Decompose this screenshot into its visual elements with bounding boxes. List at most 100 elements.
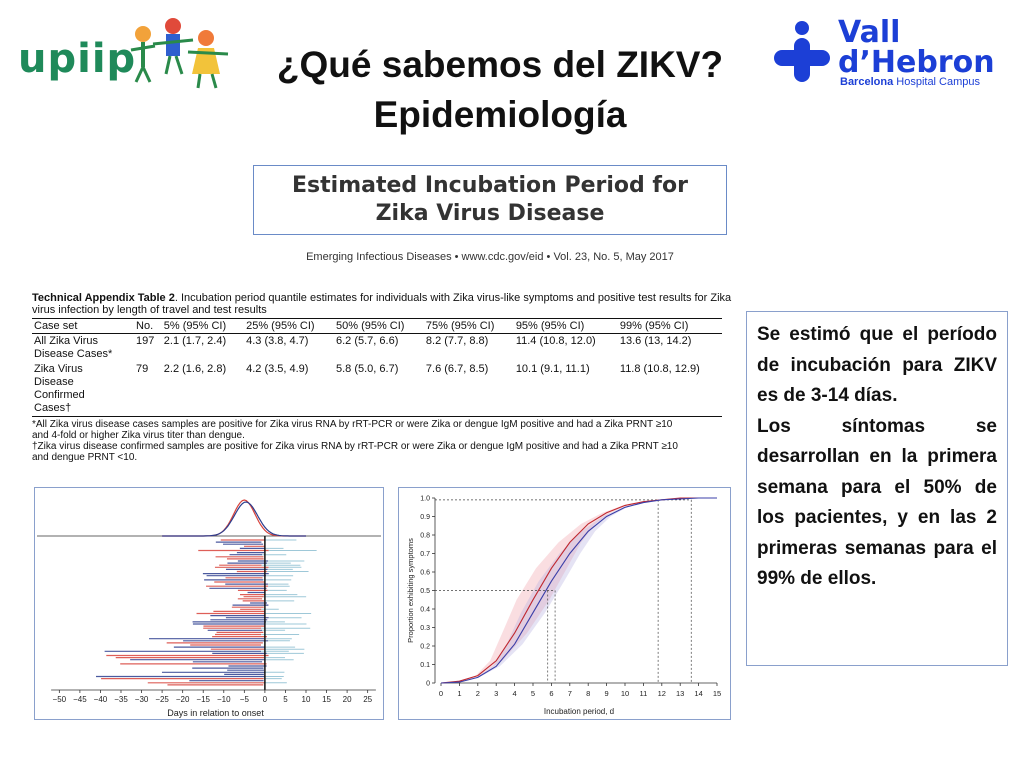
y-axis-label: Proportion exhibiting symptoms — [406, 538, 415, 643]
cdf-line-blue — [440, 497, 717, 684]
table-caption: Technical Appendix Table 2. Incubation p… — [32, 292, 732, 316]
x-tick-label: 20 — [343, 695, 352, 704]
table-caption-text: . Incubation period quantile estimates f… — [32, 292, 732, 316]
cell-line: Disease — [34, 376, 74, 388]
x-axis-label: Incubation period, d — [544, 707, 614, 716]
vall-dhebron-logo: Vall d’Hebron Barcelona Hospital Campus — [770, 18, 995, 90]
x-tick-label: 14 — [694, 689, 702, 698]
col-header: 50% (95% CI) — [334, 318, 424, 334]
vh-sub-rest: Hospital Campus — [893, 76, 981, 88]
x-tick-label: 8 — [586, 689, 590, 698]
table-cell: 11.4 (10.8, 12.0) — [515, 335, 596, 347]
density-curve-red — [162, 499, 306, 537]
col-header: 25% (95% CI) — [244, 318, 334, 334]
y-tick-label: 0.6 — [420, 570, 430, 577]
upiip-logo: upiip — [18, 12, 233, 92]
y-tick-label: 0.1 — [420, 662, 430, 669]
x-axis-label: Days in relation to onset — [167, 708, 264, 718]
incubation-cdf-figure: 0 1 2 3 4 5 6 7 8 9 10 11 12 13 14 15 0 0.1 0.2 0.3 0.4 0.5 0.… — [398, 487, 731, 720]
x-tick-label: 7 — [568, 689, 572, 698]
table-cell: All Zika Virus Disease Cases* — [32, 334, 134, 363]
cell-line: Cases† — [34, 402, 72, 414]
exposure-window-figure: −50 −45 −40 −35 −30 −25 −20 −15 −10 −5 0 5 10 15 20 25 D… — [34, 487, 384, 720]
cell-line: Confirmed — [34, 389, 85, 401]
x-tick-label: 25 — [363, 695, 372, 704]
x-tick-label: 0 — [439, 689, 443, 698]
exposure-window-plot: −50 −45 −40 −35 −30 −25 −20 −15 −10 −5 0 5 10 15 20 25D… — [37, 499, 381, 718]
col-header: Case set — [32, 318, 135, 334]
summary-textbox: Se estimó que el período de incubación p… — [746, 311, 1008, 666]
x-tick-label: 15 — [322, 695, 331, 704]
x-tick-label: 6 — [549, 689, 553, 698]
table-footnote-1: *All Zika virus disease cases samples ar… — [32, 419, 732, 441]
slide-title-line1: ¿Qué sabemos del ZIKV? — [276, 44, 724, 85]
table-cell: 8.2 (7.7, 8.8) — [425, 335, 489, 347]
x-tick-label: 0 — [263, 695, 268, 704]
article-title-box: Estimated Incubation Period for Zika Vir… — [253, 165, 727, 235]
table-cell: 5.8 (5.0, 6.7) — [334, 362, 424, 417]
table-cell: 79 — [134, 362, 162, 417]
y-tick-label: 0.2 — [420, 644, 430, 651]
table-cell: 4.3 (3.8, 4.7) — [246, 335, 309, 347]
incubation-table: Case set No. 5% (95% CI) 25% (95% CI) 50… — [32, 318, 722, 417]
vh-subtitle: Barcelona Hospital Campus — [840, 76, 980, 88]
article-title-line2: Zika Virus Disease — [375, 201, 605, 226]
y-tick-label: 0.3 — [420, 625, 430, 632]
col-header: 99% (95% CI) — [617, 318, 722, 334]
x-tick-label: −15 — [196, 695, 210, 704]
x-tick-label: −30 — [135, 695, 149, 704]
footnote-line: *All Zika virus disease cases samples ar… — [32, 419, 673, 430]
y-tick-label: 1.0 — [420, 496, 430, 503]
y-tick-label: 0.9 — [420, 514, 430, 521]
x-tick-label: 9 — [605, 689, 609, 698]
table-cell: 6.2 (5.7, 6.6) — [336, 335, 399, 347]
x-tick-label: 5 — [531, 689, 535, 698]
y-tick-label: 0.7 — [420, 551, 430, 558]
x-tick-label: −35 — [114, 695, 128, 704]
ci-band-red — [441, 498, 717, 683]
table-row: All Zika Virus Disease Cases* 197 2.1 (1.… — [32, 334, 722, 363]
vall-dhebron-wordmark: Vall d’Hebron — [838, 18, 995, 78]
table-row: Zika Virus Disease Confirmed Cases† 79 2.2 … — [32, 362, 722, 417]
summary-paragraph-2: Los síntomas se desarrollan en la primer… — [757, 415, 997, 590]
y-tick-label: 0.5 — [420, 588, 430, 595]
table-cell: 13.6 (13, 14.2) — [619, 335, 692, 347]
table-cell: 11.8 (10.8, 12.9) — [617, 362, 722, 417]
x-tick-label: 11 — [640, 689, 648, 698]
incubation-cdf-plot: 0 1 2 3 4 5 6 7 8 9 10 11 12 13 14 1500.10.20.30.40.50.… — [406, 496, 721, 717]
x-tick-label: −5 — [240, 695, 250, 704]
table-footnote-2: †Zika virus disease confirmed samples ar… — [32, 441, 732, 463]
table-cell: 7.6 (6.7, 8.5) — [423, 362, 514, 417]
ci-band-blue — [441, 498, 717, 683]
table-cell: Zika Virus Disease Confirmed Cases† — [32, 362, 135, 417]
table-cell: 2.2 (1.6, 2.8) — [161, 362, 245, 417]
x-tick-label: 10 — [621, 689, 629, 698]
y-tick-label: 0.8 — [420, 533, 430, 540]
table-caption-bold: Technical Appendix Table 2 — [32, 292, 175, 304]
x-tick-label: 12 — [658, 689, 666, 698]
col-header: 75% (95% CI) — [423, 318, 514, 334]
table-cell: 10.1 (9.1, 11.1) — [513, 362, 618, 417]
article-title-line1: Estimated Incubation Period for — [292, 173, 688, 198]
children-figures-icon — [130, 18, 229, 89]
x-tick-label: 15 — [713, 689, 721, 698]
x-tick-label: −50 — [53, 695, 67, 704]
table-cell: 197 — [136, 335, 155, 347]
upiip-logo-text: upiip — [18, 36, 137, 82]
y-tick-label: 0.4 — [420, 607, 430, 614]
col-header: No. — [134, 318, 162, 334]
x-tick-label: −45 — [73, 695, 87, 704]
footnote-line: †Zika virus disease confirmed samples ar… — [32, 441, 678, 452]
density-curve-blue — [162, 501, 306, 537]
y-tick-label: 0 — [426, 681, 430, 688]
appendix-table-block: Technical Appendix Table 2. Incubation p… — [32, 292, 732, 463]
cell-line: Disease Cases* — [34, 348, 113, 360]
x-tick-label: 1 — [457, 689, 461, 698]
table-cell: 2.1 (1.7, 2.4) — [163, 335, 227, 347]
x-tick-label: 13 — [676, 689, 684, 698]
journal-citation: Emerging Infectious Diseases • www.cdc.g… — [306, 251, 674, 263]
cell-line: All Zika Virus — [34, 335, 98, 347]
footnote-line: and dengue PRNT <10. — [32, 452, 138, 463]
hospital-cross-icon — [774, 21, 830, 82]
table-header-row: Case set No. 5% (95% CI) 25% (95% CI) 50… — [32, 318, 722, 334]
